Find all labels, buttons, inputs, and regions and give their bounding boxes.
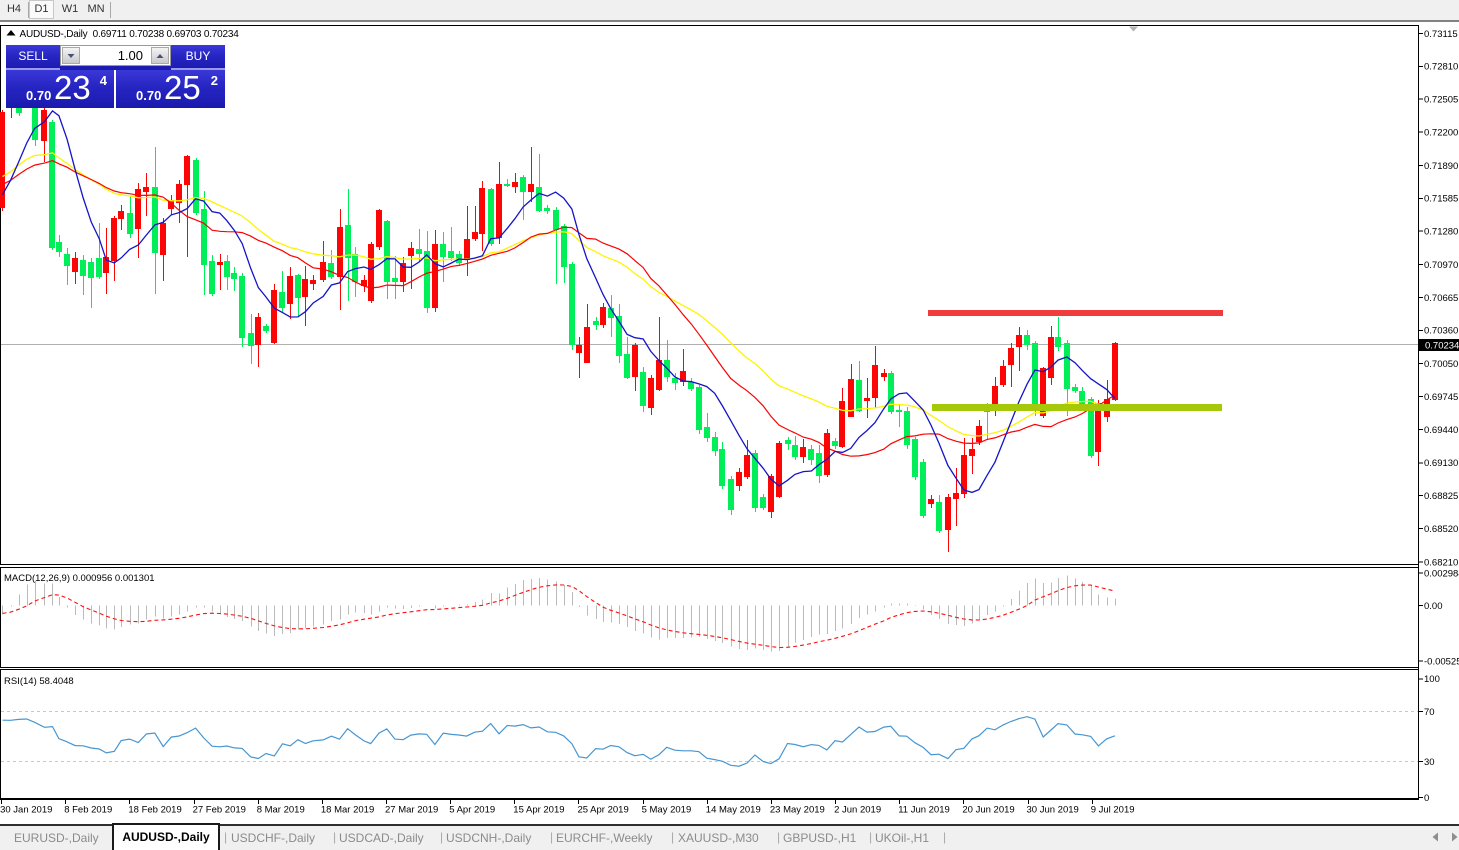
svg-text:0.68210: 0.68210: [1424, 557, 1458, 568]
svg-text:100: 100: [1424, 674, 1440, 685]
svg-text:AUDUSD-,Daily 0.69711 0.70238: AUDUSD-,Daily 0.69711 0.70238 0.69703 0.…: [20, 29, 240, 40]
svg-text:9 Jul 2019: 9 Jul 2019: [1091, 805, 1135, 816]
svg-text:27 Mar 2019: 27 Mar 2019: [385, 805, 438, 816]
svg-text:0.72200: 0.72200: [1424, 127, 1458, 138]
svg-text:0.72810: 0.72810: [1424, 62, 1458, 73]
svg-text:MACD(12,26,9) 0.000956 0.00130: MACD(12,26,9) 0.000956 0.001301: [4, 573, 155, 584]
svg-text:20 Jun 2019: 20 Jun 2019: [962, 805, 1014, 816]
svg-text:0.68520: 0.68520: [1424, 524, 1458, 535]
svg-text:27 Feb 2019: 27 Feb 2019: [193, 805, 246, 816]
svg-text:18 Feb 2019: 18 Feb 2019: [128, 805, 181, 816]
svg-text:11 Jun 2019: 11 Jun 2019: [898, 805, 950, 816]
svg-text:0.69130: 0.69130: [1424, 458, 1458, 469]
svg-text:18 Mar 2019: 18 Mar 2019: [321, 805, 374, 816]
svg-text:15 Apr 2019: 15 Apr 2019: [513, 805, 564, 816]
svg-text:0.002984: 0.002984: [1424, 569, 1459, 580]
svg-text:0.69745: 0.69745: [1424, 392, 1458, 403]
svg-text:0.70050: 0.70050: [1424, 359, 1458, 370]
svg-text:0.68825: 0.68825: [1424, 491, 1458, 502]
svg-text:23 May 2019: 23 May 2019: [770, 805, 825, 816]
svg-text:0.70665: 0.70665: [1424, 293, 1458, 304]
svg-text:2 Jun 2019: 2 Jun 2019: [834, 805, 881, 816]
svg-text:0.73115: 0.73115: [1424, 29, 1458, 40]
svg-text:0.69440: 0.69440: [1424, 425, 1458, 436]
svg-text:-0.005250: -0.005250: [1424, 657, 1459, 668]
svg-text:8 Mar 2019: 8 Mar 2019: [257, 805, 305, 816]
svg-text:0.70360: 0.70360: [1424, 326, 1458, 337]
svg-text:70: 70: [1424, 707, 1435, 718]
svg-text:8 Feb 2019: 8 Feb 2019: [64, 805, 112, 816]
svg-text:0.70970: 0.70970: [1424, 260, 1458, 271]
svg-text:RSI(14) 58.4048: RSI(14) 58.4048: [4, 676, 74, 687]
svg-text:0.70234: 0.70234: [1425, 341, 1459, 352]
svg-text:30: 30: [1424, 757, 1435, 768]
svg-text:5 Apr 2019: 5 Apr 2019: [449, 805, 495, 816]
svg-text:14 May 2019: 14 May 2019: [706, 805, 761, 816]
svg-text:0.71585: 0.71585: [1424, 194, 1458, 205]
svg-text:0.71280: 0.71280: [1424, 227, 1458, 238]
svg-text:25 Apr 2019: 25 Apr 2019: [578, 805, 629, 816]
svg-text:0.72505: 0.72505: [1424, 95, 1458, 106]
svg-text:30 Jun 2019: 30 Jun 2019: [1027, 805, 1079, 816]
svg-text:30 Jan 2019: 30 Jan 2019: [0, 805, 52, 816]
svg-text:0.71890: 0.71890: [1424, 161, 1458, 172]
svg-text:5 May 2019: 5 May 2019: [642, 805, 692, 816]
svg-text:0: 0: [1424, 793, 1429, 804]
svg-text:0.00: 0.00: [1424, 601, 1443, 612]
